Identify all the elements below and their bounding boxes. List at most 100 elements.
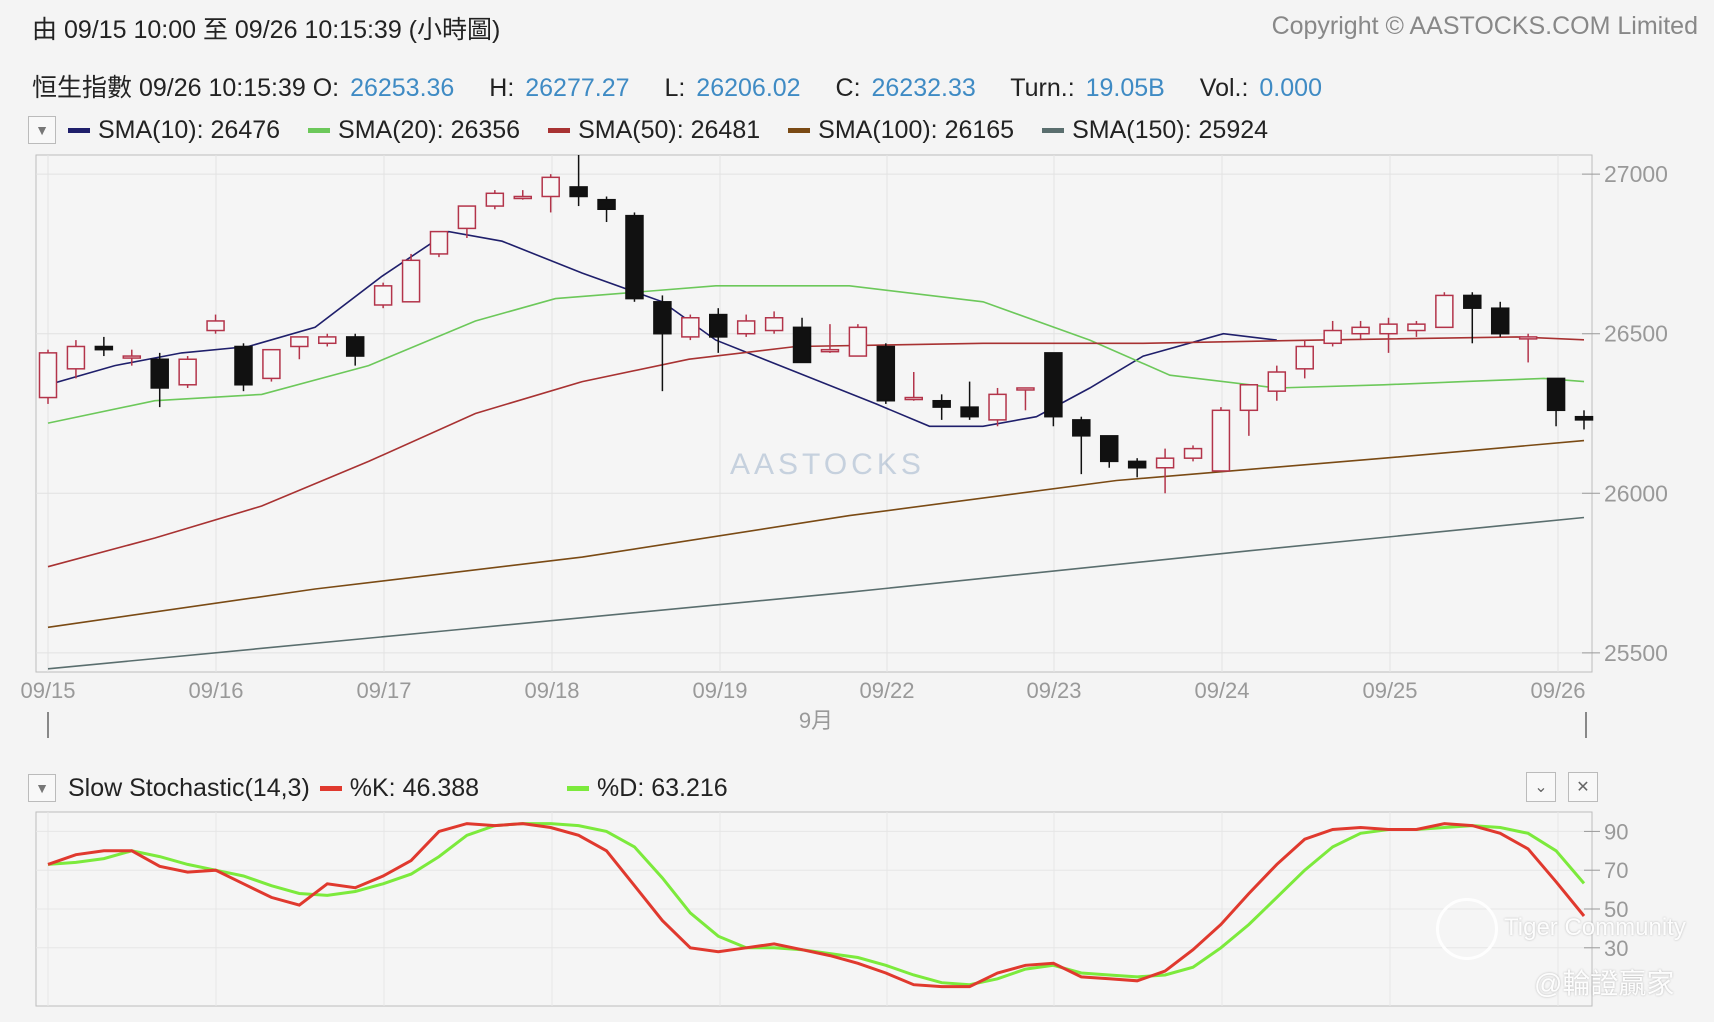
stoch-dropdown-button[interactable]: ▼ bbox=[28, 774, 56, 802]
candle-body bbox=[1351, 326, 1370, 335]
candle-body bbox=[345, 336, 365, 357]
close-value: 26232.33 bbox=[871, 74, 976, 102]
y-tick-label: 26000 bbox=[1604, 480, 1668, 506]
candle-body bbox=[290, 336, 309, 348]
candle-body bbox=[709, 313, 728, 338]
candle-body bbox=[234, 345, 253, 386]
candle-body bbox=[681, 317, 700, 338]
turn-label: Turn.: bbox=[1010, 74, 1075, 102]
legend-swatch bbox=[788, 127, 811, 133]
candle-body bbox=[206, 320, 225, 332]
x-tick-label: 09/16 bbox=[188, 678, 243, 703]
x-tick-label: 09/22 bbox=[859, 678, 914, 703]
candle-body bbox=[94, 345, 114, 351]
candle-body bbox=[541, 176, 560, 198]
candle-body bbox=[1267, 371, 1287, 392]
legend-swatch bbox=[308, 127, 331, 133]
vol-label: Vol.: bbox=[1199, 74, 1249, 102]
candle-body bbox=[513, 195, 533, 200]
legend-sma20: SMA(20): 26356 bbox=[308, 116, 520, 145]
candle-body bbox=[1435, 294, 1454, 329]
candle-body bbox=[1546, 377, 1566, 412]
watermark-tiger: Tiger Community bbox=[1504, 914, 1686, 941]
y-tick-label: 30 bbox=[1604, 936, 1628, 961]
high-value: 26277.27 bbox=[525, 74, 630, 102]
candle-body bbox=[485, 192, 505, 207]
x-tick-label: 09/24 bbox=[1194, 678, 1249, 703]
y-tick-label: 50 bbox=[1604, 897, 1628, 922]
y-tick-label: 26500 bbox=[1604, 321, 1668, 347]
candle-body bbox=[1127, 460, 1147, 469]
sma-legend: ▼ SMA(10): 26476 SMA(20): 26356 SMA(50):… bbox=[28, 112, 1296, 148]
legend-label: %K: 46.388 bbox=[349, 773, 480, 802]
x-tick-label: 09/26 bbox=[1530, 678, 1585, 703]
legend-label: SMA(50): 26481 bbox=[578, 115, 761, 144]
legend-d: %D: 63.216 bbox=[567, 774, 728, 803]
legend-swatch bbox=[1042, 127, 1065, 133]
x-tick-label: 09/18 bbox=[524, 678, 579, 703]
candle-body bbox=[1044, 352, 1063, 418]
candle-body bbox=[318, 336, 337, 345]
stoch-title: Slow Stochastic(14,3) bbox=[68, 773, 310, 802]
candle-body bbox=[653, 301, 672, 335]
copyright: Copyright © AASTOCKS.COM Limited bbox=[1271, 12, 1698, 40]
candle-body bbox=[429, 230, 449, 255]
x-tick-label: 09/17 bbox=[356, 678, 411, 703]
chevron-down-icon: ⌄ bbox=[1534, 779, 1548, 796]
stoch-k-line bbox=[47, 822, 1586, 989]
period-label: 由 09/15 10:00 至 09/26 10:15:39 (小時圖) bbox=[32, 16, 501, 44]
stoch-legend: ▼ Slow Stochastic(14,3) %K: 46.388 %D: 6… bbox=[28, 770, 756, 806]
candle-body bbox=[1239, 384, 1259, 412]
candle-body bbox=[1016, 387, 1035, 391]
low-value: 26206.02 bbox=[696, 74, 801, 102]
candle-body bbox=[122, 355, 142, 359]
candle-body bbox=[569, 186, 588, 198]
sma-line bbox=[47, 284, 1585, 424]
candle-body bbox=[1099, 435, 1119, 463]
candle-body bbox=[932, 399, 951, 408]
candle-body bbox=[1323, 329, 1342, 345]
candle-body bbox=[373, 285, 393, 306]
x-month-label: 9月 bbox=[799, 708, 833, 733]
candle-body bbox=[597, 198, 616, 211]
legend-k: %K: 46.388 bbox=[319, 773, 480, 803]
legend-sma150: SMA(150): 25924 bbox=[1042, 116, 1268, 145]
vol-value: 0.000 bbox=[1259, 74, 1322, 102]
legend-swatch bbox=[68, 127, 90, 133]
candle-body bbox=[764, 317, 784, 332]
candle-body bbox=[988, 393, 1007, 421]
legend-swatch bbox=[319, 785, 342, 791]
candle-body bbox=[960, 406, 979, 418]
candle-body bbox=[1463, 294, 1482, 309]
candle-body bbox=[150, 358, 169, 389]
candle-body bbox=[625, 214, 644, 300]
tiger-logo-icon bbox=[1436, 898, 1498, 960]
sma-line bbox=[47, 516, 1585, 670]
close-label: C: bbox=[835, 74, 861, 102]
candle-body bbox=[848, 326, 868, 357]
low-label: L: bbox=[664, 74, 686, 102]
legend-sma50: SMA(50): 26481 bbox=[548, 116, 760, 145]
candle-body bbox=[1183, 447, 1203, 459]
candle-body bbox=[38, 352, 58, 399]
candle-body bbox=[876, 345, 896, 402]
turn-value: 19.05B bbox=[1085, 74, 1165, 102]
candle-body bbox=[1379, 323, 1398, 335]
quote-name-time: 恒生指數 09/26 10:15:39 O: bbox=[32, 74, 340, 102]
candle-body bbox=[1490, 307, 1510, 335]
candle-body bbox=[262, 348, 281, 380]
candle-body bbox=[1211, 409, 1231, 472]
candle-body bbox=[457, 205, 477, 230]
close-panel-button[interactable]: ✕ bbox=[1568, 772, 1598, 802]
legend-swatch bbox=[567, 785, 590, 791]
collapse-panel-button[interactable]: ⌄ bbox=[1526, 772, 1556, 802]
sma-line bbox=[47, 336, 1585, 568]
legend-label: SMA(150): 25924 bbox=[1072, 115, 1269, 144]
candle-body bbox=[792, 326, 812, 364]
candle-body bbox=[1155, 457, 1175, 469]
y-tick-label: 25500 bbox=[1604, 640, 1668, 666]
legend-label: SMA(10): 26476 bbox=[98, 115, 281, 144]
indicator-dropdown-button[interactable]: ▼ bbox=[28, 116, 56, 144]
open-value: 26253.36 bbox=[350, 74, 455, 102]
